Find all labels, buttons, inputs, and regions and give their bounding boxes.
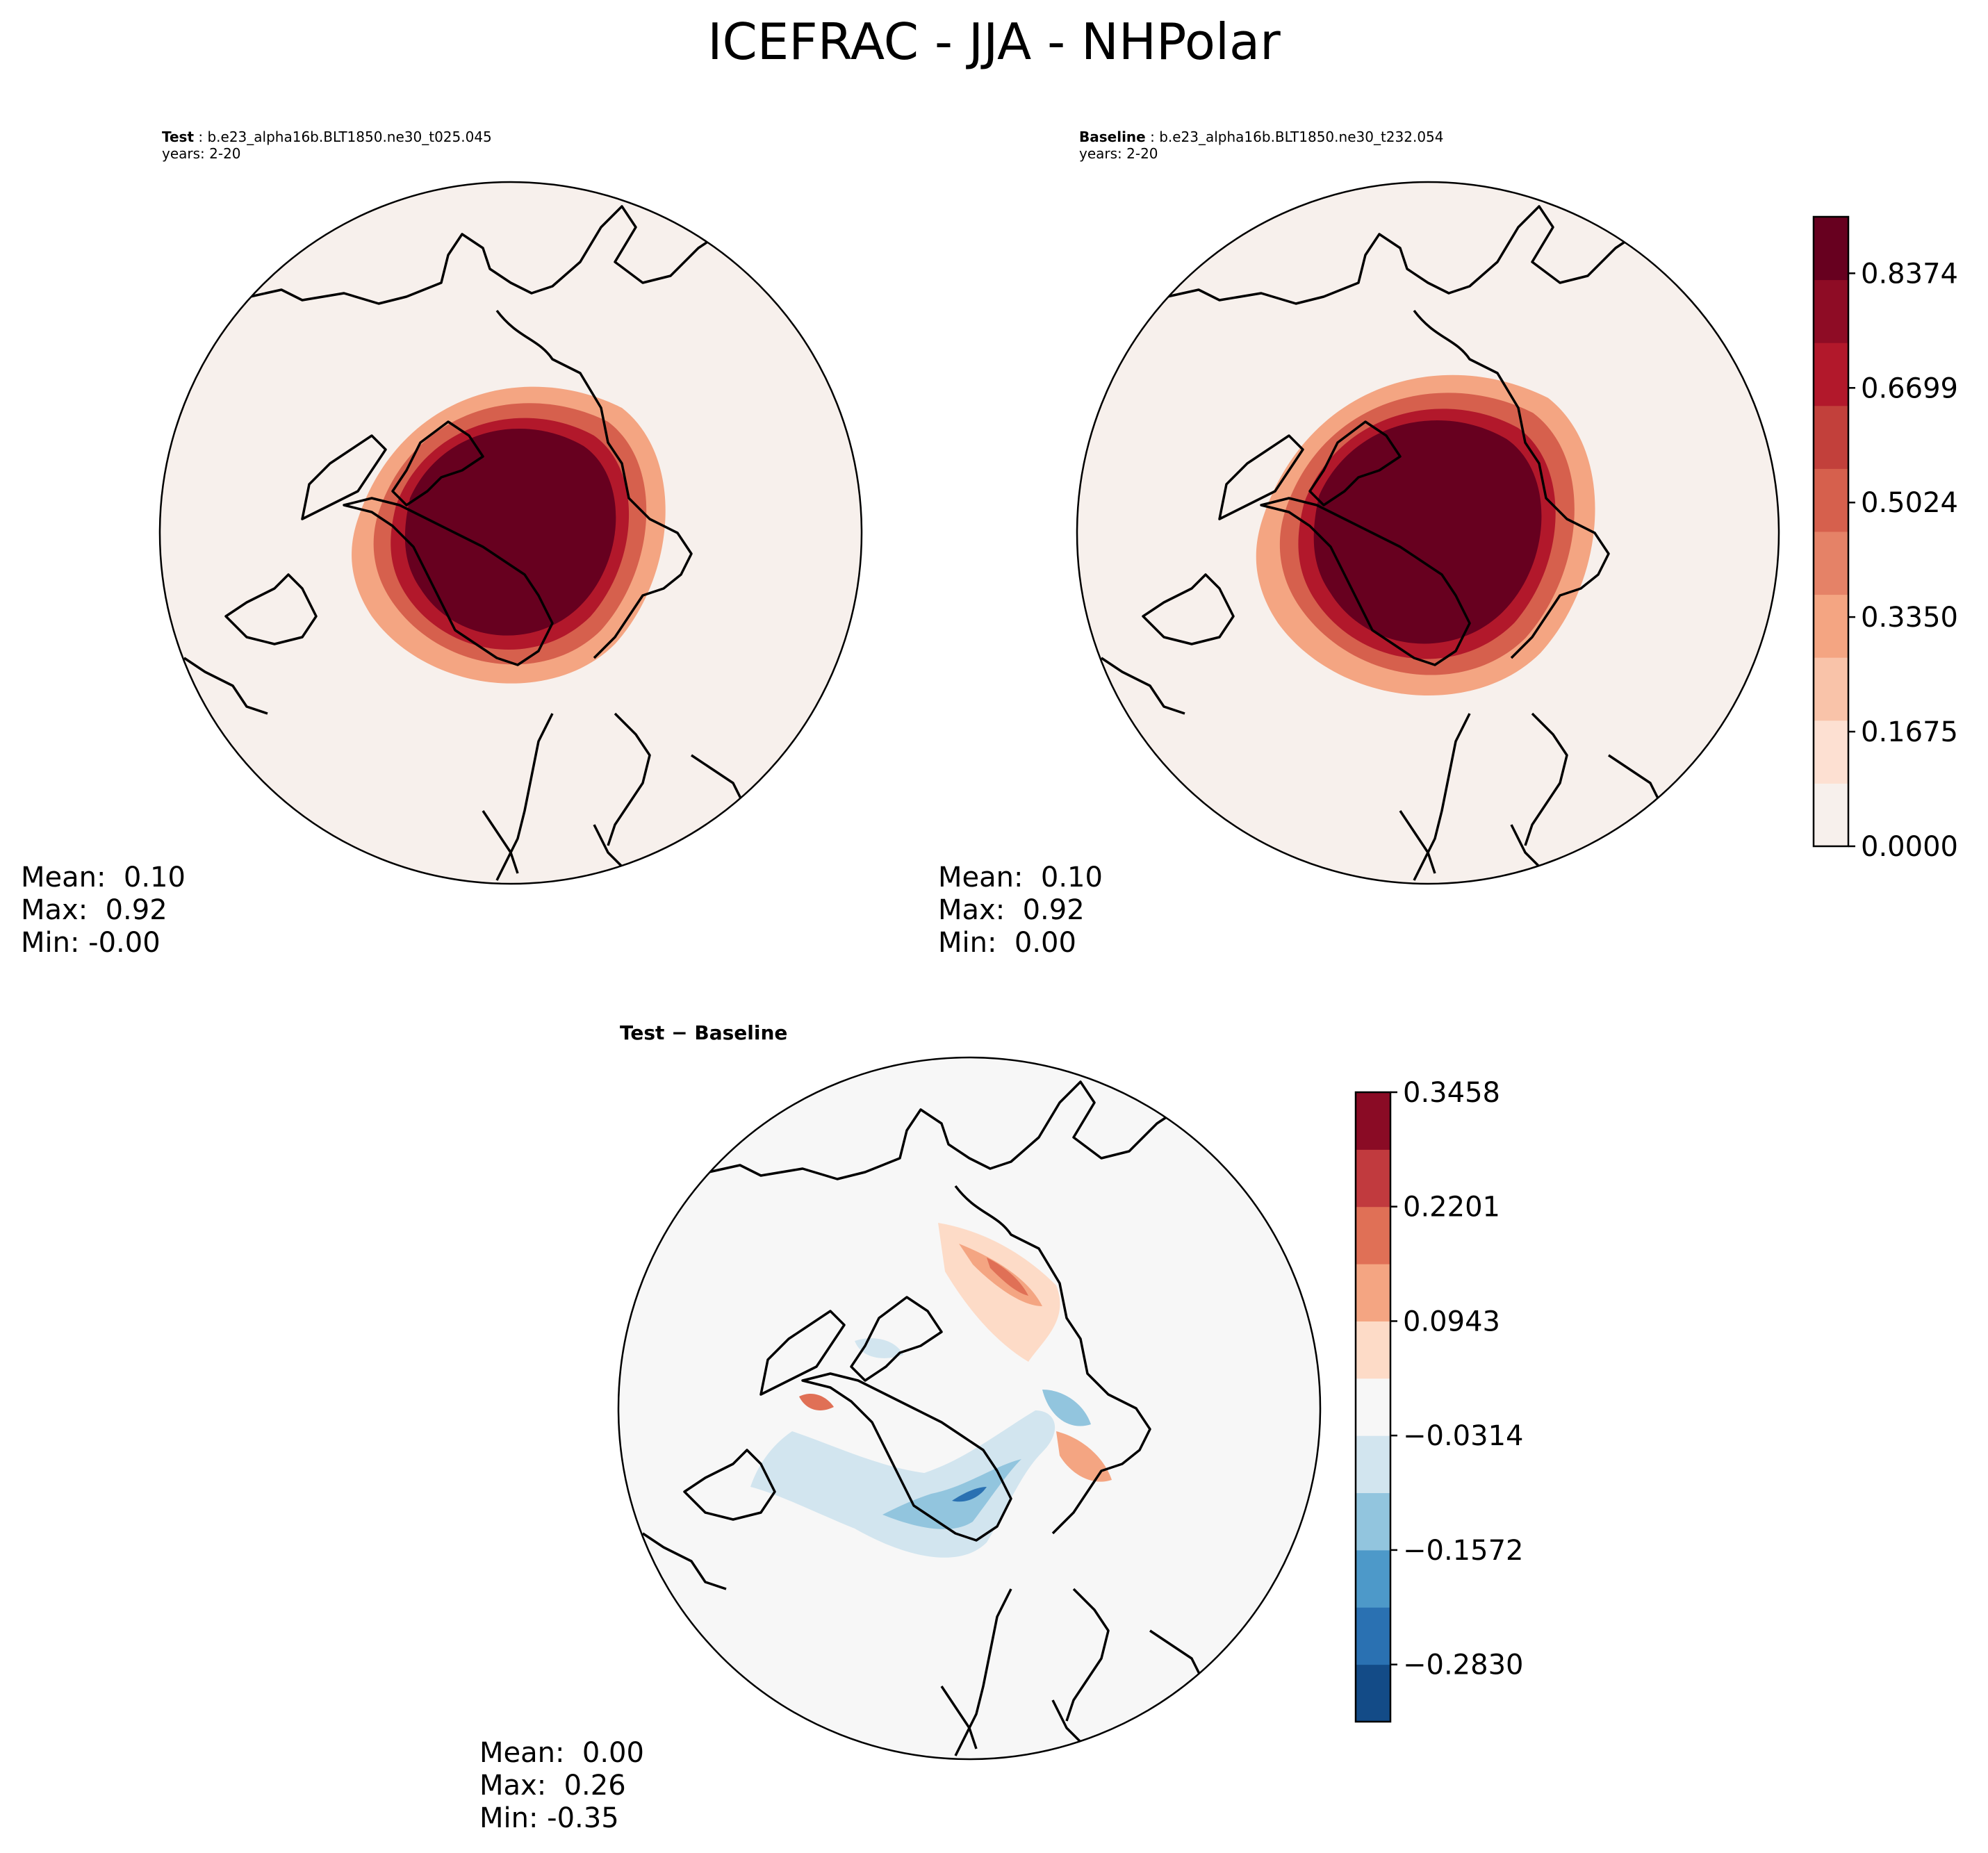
test-stat-mean: Mean: 0.10 — [21, 862, 186, 893]
baseline-stats: Mean: 0.10 Max: 0.92 Min: 0.00 — [938, 862, 1103, 960]
colorbar-difference-segment — [1356, 1378, 1390, 1436]
test-panel-title: Test : b.e23_alpha16b.BLT1850.ne30_t025.… — [162, 129, 492, 145]
colorbar-difference-segment — [1356, 1206, 1390, 1265]
baseline-stat-min: Min: 0.00 — [938, 927, 1076, 959]
colorbar-icefrac-segment — [1814, 532, 1848, 595]
colorbar-icefrac-tick-label: 0.0000 — [1861, 831, 1958, 863]
test-map — [158, 181, 863, 885]
test-stat-min: Min: -0.00 — [21, 927, 161, 959]
test-map-boundary — [158, 181, 863, 885]
diff-negative-band-3 — [952, 1487, 987, 1502]
colorbar-difference-tick-label: 0.2201 — [1403, 1192, 1500, 1224]
colorbar-icefrac-segment — [1814, 720, 1848, 784]
colorbar-difference-tick-label: −0.0314 — [1403, 1420, 1523, 1452]
baseline-years: years: 2-20 — [1079, 145, 1158, 162]
colorbar-icefrac: 0.0000 0.1675 0.3350 0.5024 0.6699 0.8374 — [1812, 215, 1958, 863]
baseline-map-boundary — [1076, 181, 1780, 885]
diff-positive-band-3 — [987, 1258, 1028, 1296]
diff-negative-band-2 — [882, 1459, 1021, 1529]
colorbar-difference-tick-label: −0.2830 — [1403, 1649, 1523, 1681]
colorbar-difference-segment — [1356, 1549, 1390, 1608]
diff-map — [617, 1056, 1322, 1761]
diff-stat-max: Max: 0.26 — [479, 1770, 626, 1802]
diff-map-background — [618, 1057, 1320, 1759]
colorbar-icefrac-segment — [1814, 405, 1848, 469]
colorbar-difference-segment — [1356, 1149, 1390, 1208]
baseline-separator: : — [1145, 129, 1160, 145]
baseline-panel-title: Baseline : b.e23_alpha16b.BLT1850.ne30_t… — [1079, 129, 1444, 145]
colorbar-icefrac-segment — [1814, 594, 1848, 658]
colorbar-icefrac-segment — [1814, 657, 1848, 721]
colorbar-difference-tick-label: 0.3458 — [1403, 1077, 1500, 1109]
diff-stat-mean: Mean: 0.00 — [479, 1737, 644, 1769]
colorbar-icefrac-tick-label: 0.5024 — [1861, 487, 1958, 519]
colorbar-icefrac-tick-label: 0.1675 — [1861, 716, 1958, 748]
figure-title: ICEFRAC - JJA - NHPolar — [707, 13, 1281, 71]
test-years: years: 2-20 — [162, 145, 241, 162]
diff-stats: Mean: 0.00 Max: 0.26 Min: -0.35 — [479, 1737, 644, 1835]
diff-positive-band-4 — [1056, 1431, 1112, 1482]
colorbar-difference-tick-label: −0.1572 — [1403, 1535, 1523, 1567]
baseline-label: Baseline — [1079, 129, 1146, 145]
colorbar-difference-tick-label: 0.0943 — [1403, 1306, 1500, 1337]
colorbar-difference-frame — [1354, 1091, 1392, 1723]
colorbar-difference-segment — [1356, 1264, 1390, 1321]
colorbar-icefrac-segment — [1814, 279, 1848, 343]
colorbar-icefrac-tick-label: 0.6699 — [1861, 372, 1958, 404]
colorbar-icefrac-segment — [1814, 468, 1848, 532]
colorbar-icefrac-segment — [1814, 217, 1848, 281]
colorbar-difference-segment — [1356, 1092, 1390, 1150]
test-stats: Mean: 0.10 Max: 0.92 Min: -0.00 — [21, 862, 186, 960]
test-label: Test — [162, 129, 195, 145]
colorbar-icefrac-frame — [1812, 215, 1850, 848]
diff-map-boundary — [617, 1056, 1322, 1761]
test-separator: : — [194, 129, 208, 145]
colorbar-difference-segment — [1356, 1664, 1390, 1722]
diff-stat-min: Min: -0.35 — [479, 1802, 619, 1834]
baseline-case-name: b.e23_alpha16b.BLT1850.ne30_t232.054 — [1159, 129, 1444, 145]
colorbar-difference-segment — [1356, 1492, 1390, 1551]
diff-panel-title: Test − Baseline — [620, 1021, 788, 1044]
colorbar-icefrac-tick-label: 0.3350 — [1861, 602, 1958, 634]
test-stat-max: Max: 0.92 — [21, 894, 167, 926]
diff-negative-band-4 — [1042, 1390, 1091, 1426]
diff-positive-band-5 — [799, 1393, 834, 1410]
baseline-stat-mean: Mean: 0.10 — [938, 862, 1103, 893]
colorbar-difference: −0.2830 −0.1572 −0.0314 0.0943 0.2201 0.3458 — [1354, 1077, 1523, 1723]
baseline-stat-max: Max: 0.92 — [938, 894, 1085, 926]
baseline-map — [1076, 181, 1780, 885]
test-case-name: b.e23_alpha16b.BLT1850.ne30_t025.045 — [207, 129, 492, 145]
colorbar-difference-segment — [1356, 1607, 1390, 1665]
colorbar-icefrac-tick-label: 0.8374 — [1861, 258, 1958, 290]
colorbar-difference-segment — [1356, 1321, 1390, 1379]
colorbar-difference-segment — [1356, 1435, 1390, 1494]
colorbar-icefrac-segment — [1814, 343, 1848, 406]
colorbar-icefrac-segment — [1814, 783, 1848, 847]
